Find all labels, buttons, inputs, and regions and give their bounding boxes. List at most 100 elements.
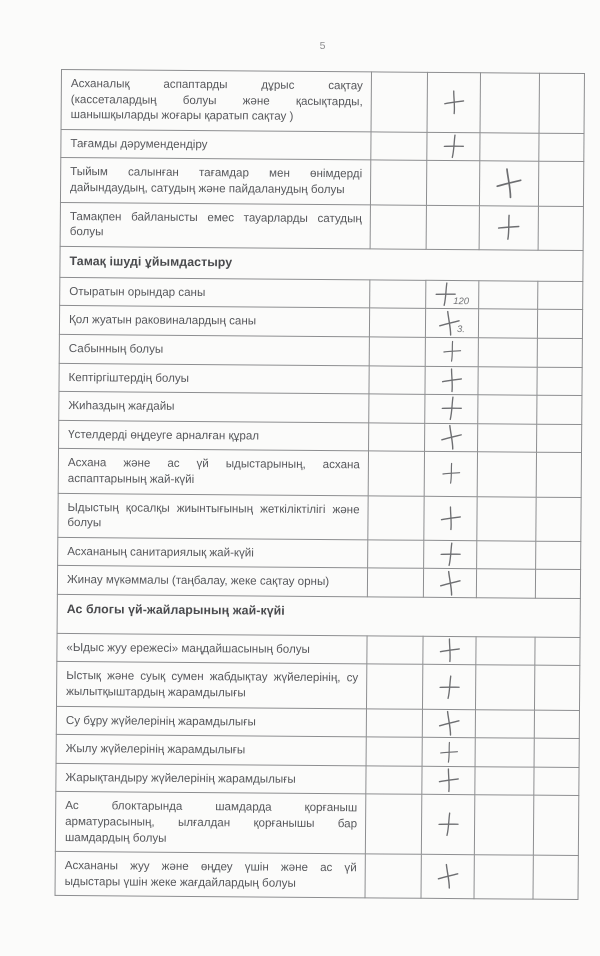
table-row: Жарықтандыру жүйелерінің жарамдылығы [55, 763, 580, 796]
criteria-label: Ыстық және суық сумен жабдықтау жүйелері… [56, 661, 367, 709]
section-header: Тамақ ішуді ұйымдастыру [59, 246, 584, 282]
inspection-checklist-table: Асханалық аспаптарды дұрыс сақтау (кассет… [55, 69, 585, 900]
section-header: Ас блогы үй-жайларының жай-күйі [57, 594, 581, 638]
check-cell-marked [422, 636, 477, 666]
check-cell-empty [369, 279, 426, 309]
handwritten-check-icon [442, 341, 461, 362]
check-cell-empty [365, 794, 422, 855]
table-row: «Ыдыс жуу ережесі» маңдайшасының болуы [56, 633, 581, 667]
check-cell-marked [424, 365, 479, 395]
check-cell-marked [423, 495, 478, 541]
check-cell-empty [369, 308, 426, 338]
check-cell-empty [477, 423, 537, 453]
criteria-label: Үстелдерді өңдеуге арналған құрал [58, 420, 369, 452]
table-row: Тыйым салынған тағамдар мен өнімдерді дай… [60, 157, 584, 207]
check-cell-empty [536, 366, 583, 396]
check-cell-empty [538, 161, 584, 207]
handwritten-check-icon [435, 282, 456, 307]
check-cell-marked [423, 568, 477, 598]
handwritten-check-icon [437, 864, 458, 890]
check-cell-empty [370, 204, 427, 250]
check-cell-empty [475, 737, 535, 768]
handwritten-check-icon [496, 168, 522, 199]
check-cell-empty [536, 423, 582, 453]
criteria-label: Жарықтандыру жүйелерінің жарамдылығы [55, 763, 367, 795]
check-cell-empty [539, 73, 585, 134]
check-cell-empty [534, 665, 580, 711]
check-cell-empty [475, 709, 535, 739]
check-cell-empty [476, 496, 537, 541]
check-cell-empty [367, 495, 425, 540]
handwritten-check-icon [439, 310, 460, 336]
check-cell-marked [422, 708, 476, 738]
check-cell-marked [422, 737, 476, 767]
check-cell-empty [476, 540, 536, 570]
check-cell-marked [425, 337, 479, 367]
table-row: Асхананы жуу және өңдеу үшін және ас үй ы… [55, 851, 579, 900]
check-cell-empty [477, 452, 537, 497]
check-cell-empty [475, 665, 535, 710]
table-row: Ыдыстың қосалқы жиынтығының жеткіліктілі… [57, 492, 582, 542]
handwritten-check-icon [438, 768, 459, 793]
criteria-label: Асхананың санитариялық жай-күйі [57, 537, 368, 569]
criteria-label: Жиһаздың жағдайы [58, 391, 369, 423]
check-cell-empty [538, 205, 584, 251]
check-cell-empty [366, 737, 423, 767]
check-cell-empty [366, 635, 424, 665]
table-row: Тағамды дәрумендендіру [60, 129, 585, 162]
check-cell-empty [369, 336, 426, 366]
check-cell-empty [426, 160, 480, 206]
section-row: Ас блогы үй-жайларының жай-күйі [57, 594, 581, 638]
check-cell-empty [480, 72, 540, 133]
criteria-label: Жинау мүкәммалы (таңбалау, жеке сақтау о… [57, 565, 368, 597]
table-row: Сабынның болуы [59, 334, 583, 368]
handwritten-check-icon [497, 214, 520, 240]
handwritten-check-icon [440, 424, 462, 450]
check-cell-empty [478, 280, 538, 310]
table-row: Асхананың санитариялық жай-күйі [57, 537, 581, 570]
table-row: Кептіргіштердің болуы [58, 362, 583, 396]
handwritten-check-icon [439, 570, 461, 596]
check-cell-empty [533, 767, 580, 796]
check-cell-marked [424, 394, 478, 424]
check-cell-empty [535, 569, 581, 599]
check-cell-empty [368, 365, 426, 395]
check-cell-marked [479, 205, 539, 250]
criteria-label: Жылу жүйелерінің жарамдылығы [56, 734, 367, 766]
table-row: Асхана және ас үй ыдыстарының, асхана асп… [58, 448, 582, 498]
table-row: Тамақпен байланысты емес тауарларды сату… [60, 202, 584, 251]
handwritten-check-icon [440, 505, 461, 530]
check-cell-empty [367, 568, 424, 598]
check-cell-empty [535, 496, 582, 542]
check-cell-empty [475, 636, 536, 666]
check-cell-empty [368, 422, 425, 452]
table-row: Су бұру жүйелерінің жарамдылығы [56, 706, 580, 739]
check-cell-empty [366, 708, 423, 738]
handwritten-check-icon [441, 463, 460, 485]
check-cell-empty [533, 795, 579, 856]
check-cell-marked [421, 766, 476, 796]
check-cell-marked [424, 423, 478, 453]
check-cell-empty [474, 795, 534, 856]
criteria-label: Су бұру жүйелерінің жарамдылығы [56, 706, 367, 738]
check-cell-empty [426, 204, 480, 250]
check-cell-empty [367, 539, 424, 569]
table-row: Жиһаздың жағдайы [58, 391, 582, 425]
check-cell-empty [537, 338, 583, 368]
page-number: 5 [319, 40, 326, 52]
criteria-label: «Ыдыс жуу ережесі» маңдайшасының болуы [56, 633, 368, 665]
check-cell-marked [423, 539, 477, 570]
check-cell-empty [368, 451, 425, 496]
handwritten-check-icon [443, 90, 464, 115]
check-cell-marked [424, 451, 478, 497]
handwritten-check-icon [439, 542, 461, 567]
check-cell-marked [427, 72, 481, 133]
check-cell-empty [474, 854, 534, 900]
section-row: Тамақ ішуді ұйымдастыру [59, 246, 584, 282]
check-cell-marked [421, 794, 475, 855]
handwritten-check-icon [443, 134, 464, 159]
criteria-label: Асханалық аспаптарды дұрыс сақтау (кассет… [61, 69, 372, 132]
table-row: Ас блоктарында шамдарда қорғаныш арматура… [55, 791, 579, 856]
handwritten-note: 3. [456, 324, 465, 336]
check-cell-empty [536, 452, 582, 498]
